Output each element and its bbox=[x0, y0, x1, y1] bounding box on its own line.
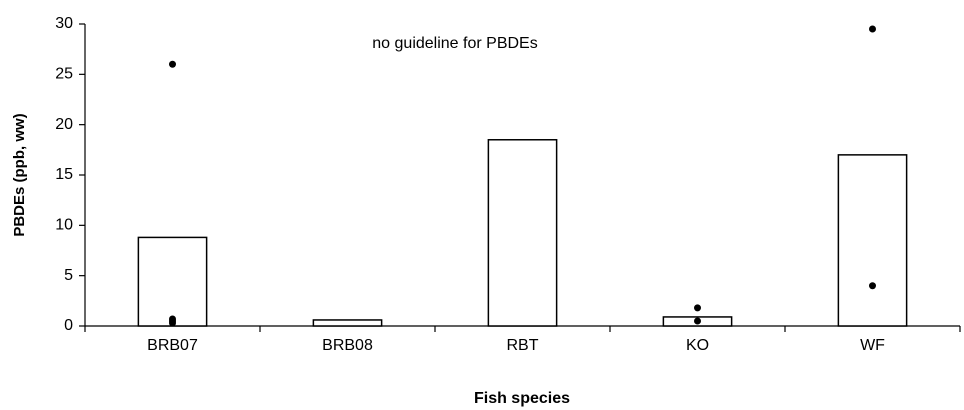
y-tick-label: 5 bbox=[64, 267, 73, 284]
y-tick-label: 25 bbox=[55, 66, 73, 83]
y-tick-label: 20 bbox=[55, 116, 73, 133]
data-point bbox=[169, 60, 176, 68]
x-tick-label: WF bbox=[860, 337, 885, 354]
annotation: no guideline for PBDEs bbox=[372, 35, 537, 52]
bar bbox=[137, 236, 208, 327]
y-axis-title: PBDEs (ppb, ww) bbox=[11, 113, 28, 236]
x-tick-label: BRB08 bbox=[322, 337, 373, 354]
data-point bbox=[169, 319, 176, 327]
data-point bbox=[869, 282, 876, 290]
data-point bbox=[694, 304, 701, 312]
y-tick-label: 0 bbox=[64, 317, 73, 334]
bar bbox=[487, 139, 558, 327]
x-tick-label: BRB07 bbox=[147, 337, 198, 354]
bar bbox=[312, 319, 383, 327]
x-axis-title: Fish species bbox=[474, 390, 570, 407]
data-point bbox=[694, 317, 701, 325]
data-point bbox=[869, 25, 876, 33]
y-tick-label: 10 bbox=[55, 217, 73, 234]
x-tick-label: RBT bbox=[507, 337, 539, 354]
x-tick-label: KO bbox=[686, 337, 709, 354]
y-tick-label: 15 bbox=[55, 166, 73, 183]
y-tick-label: 30 bbox=[55, 15, 73, 32]
bar bbox=[837, 154, 908, 327]
